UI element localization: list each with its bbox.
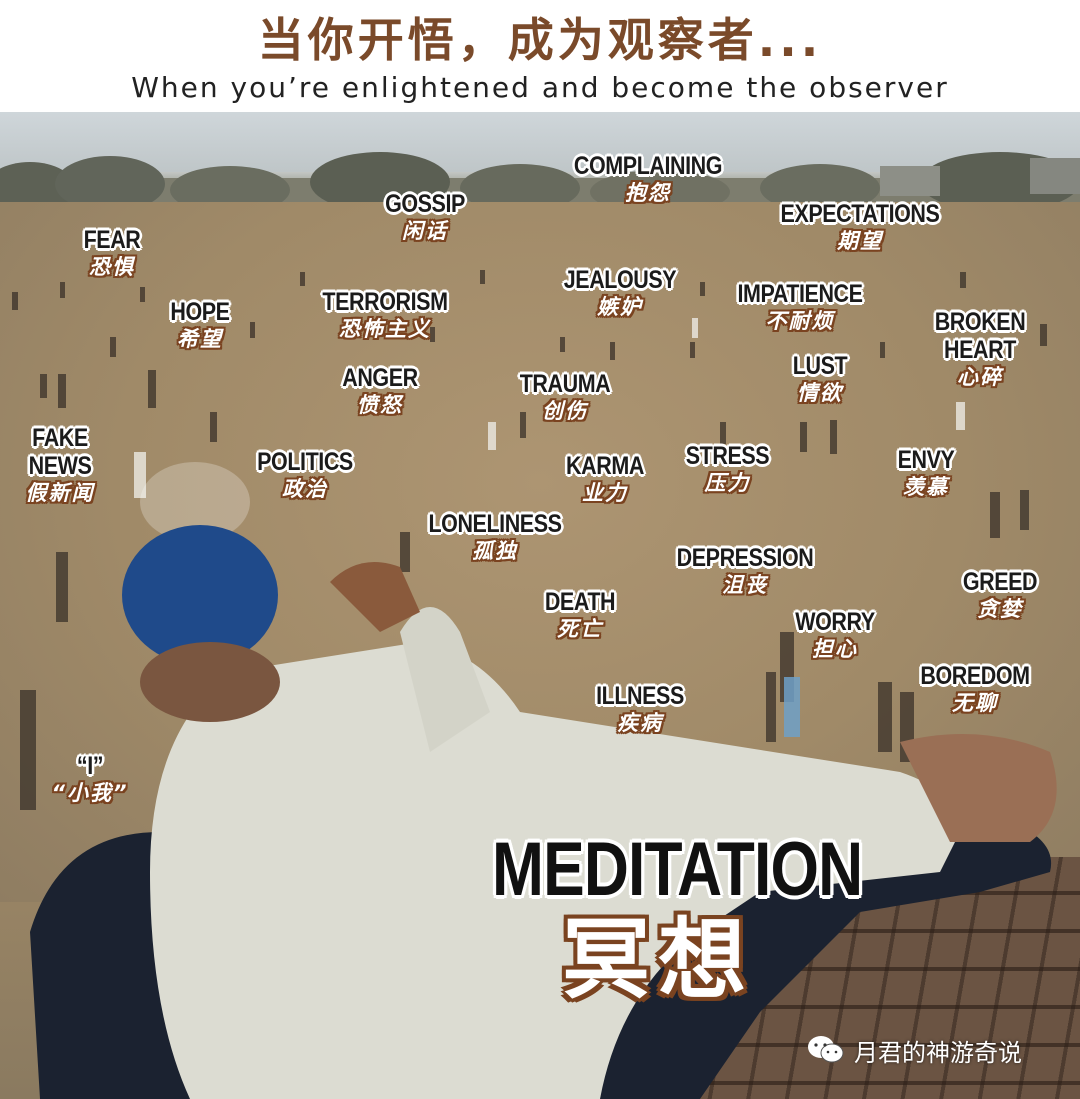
- watermark-text: 月君的神游奇说: [854, 1038, 1022, 1067]
- label-en: DEPRESSION: [676, 544, 814, 572]
- label-cn: 压力: [704, 471, 751, 495]
- title-chinese: 当你开悟，成为观察者...: [257, 13, 823, 67]
- label-cn: 心碎: [957, 365, 1003, 389]
- label-worry: WORRY 担心: [770, 608, 900, 662]
- label-en: ENVY: [897, 446, 955, 474]
- label-cn: 孤独: [472, 539, 518, 563]
- label-cn: 无聊: [952, 691, 998, 715]
- label-cn: 抱怨: [625, 181, 671, 205]
- label-gossip: GOSSIP 闲话: [360, 190, 490, 244]
- label-terrorism: TERRORISM 恐怖主义: [295, 288, 475, 342]
- label-expectations: EXPECTATIONS 期望: [750, 200, 970, 254]
- header-banner: 当你开悟，成为观察者... When you’re enlightened an…: [0, 0, 1080, 112]
- label-envy: ENVY 羡慕: [876, 446, 976, 500]
- label-hope: HOPE 希望: [150, 298, 250, 352]
- label-en: GREED: [962, 568, 1038, 596]
- label-cn: 死亡: [557, 617, 603, 641]
- label-cn: 沮丧: [722, 573, 768, 597]
- label-illness: ILLNESS 疾病: [575, 682, 705, 736]
- label-en: EXPECTATIONS: [780, 200, 940, 228]
- wechat-icon: [808, 1036, 844, 1063]
- label-i: “I” “小我”: [30, 752, 150, 806]
- label-impatience: IMPATIENCE 不耐烦: [710, 280, 890, 334]
- label-cn: 疾病: [617, 711, 663, 735]
- label-boredom: BOREDOM 无聊: [895, 662, 1055, 716]
- label-cn: 嫉妒: [597, 295, 643, 319]
- label-en: “I”: [76, 752, 104, 780]
- label-en: BOREDOM: [920, 662, 1030, 690]
- label-fear: FEAR 恐惧: [62, 226, 162, 280]
- label-en: IMPATIENCE: [737, 280, 863, 308]
- label-en: HOPE: [170, 298, 230, 326]
- label-trauma: TRAUMA 创伤: [495, 370, 635, 424]
- meditating-man: [30, 525, 1057, 1099]
- label-en: TRAUMA: [519, 370, 611, 398]
- label-cn: 闲话: [402, 219, 448, 243]
- label-cn: “小我”: [51, 781, 129, 805]
- label-cn: 贪婪: [977, 597, 1023, 621]
- label-cn: 假新闻: [25, 481, 95, 505]
- label-cn: 情欲: [797, 381, 843, 405]
- label-death: DEATH 死亡: [525, 588, 635, 642]
- label-cn: 创伤: [542, 399, 588, 423]
- label-cn: 不耐烦: [765, 309, 835, 333]
- label-anger: ANGER 愤怒: [320, 364, 440, 418]
- label-cn: 担心: [812, 637, 858, 661]
- label-cn: 业力: [582, 481, 628, 505]
- label-politics: POLITICS 政治: [235, 448, 375, 502]
- label-broken-heart: BROKEN HEART 心碎: [910, 308, 1050, 390]
- label-cn: 恐怖主义: [339, 317, 431, 341]
- label-cn: 愤怒: [357, 393, 403, 417]
- label-en: COMPLAINING: [573, 152, 723, 180]
- label-en: POLITICS: [257, 448, 353, 476]
- label-cn: 羡慕: [903, 475, 949, 499]
- label-complaining: COMPLAINING 抱怨: [548, 152, 748, 206]
- sky: [0, 112, 1080, 172]
- label-cn: 恐惧: [89, 255, 135, 279]
- label-en: WORRY: [795, 608, 875, 636]
- label-en: KARMA: [566, 452, 644, 480]
- label-cn: 希望: [177, 327, 223, 351]
- label-en: LONELINESS: [428, 510, 562, 538]
- meditation-label-en: MEDITATION: [492, 827, 863, 912]
- label-en: TERRORISM: [322, 288, 448, 316]
- label-greed: GREED 贪婪: [940, 568, 1060, 622]
- label-depression: DEPRESSION 沮丧: [650, 544, 840, 598]
- label-fake-news: FAKE NEWS 假新闻: [0, 424, 120, 506]
- label-cn: 政治: [282, 477, 328, 501]
- label-en: FEAR: [83, 226, 141, 254]
- label-en: DEATH: [544, 588, 616, 616]
- label-en: ILLNESS: [596, 682, 684, 710]
- label-loneliness: LONELINESS 孤独: [405, 510, 585, 564]
- label-lust: LUST 情欲: [770, 352, 870, 406]
- label-en: BROKEN: [934, 308, 1026, 336]
- label-stress: STRESS 压力: [665, 442, 790, 496]
- label-jealousy: JEALOUSY 嫉妒: [540, 266, 700, 320]
- tree-line: [0, 152, 1080, 218]
- label-en: JEALOUSY: [563, 266, 677, 294]
- crowd-figures: [12, 270, 1047, 810]
- label-en: STRESS: [685, 442, 770, 470]
- label-en: GOSSIP: [385, 190, 465, 218]
- label-en-line2: NEWS: [28, 452, 92, 480]
- meditation-label-cn: 冥想: [562, 908, 755, 1011]
- label-en-line2: HEART: [944, 336, 1016, 364]
- label-en: FAKE: [32, 424, 88, 452]
- photo-scene: COMPLAINING 抱怨 GOSSIP 闲话 EXPECTATIONS 期望…: [0, 112, 1080, 1099]
- label-en: LUST: [792, 352, 848, 380]
- watermark: 月君的神游奇说: [806, 1030, 1022, 1070]
- label-karma: KARMA 业力: [540, 452, 670, 506]
- label-en: ANGER: [342, 364, 418, 392]
- label-cn: 期望: [837, 229, 883, 253]
- title-english: When you’re enlightened and become the o…: [131, 71, 949, 104]
